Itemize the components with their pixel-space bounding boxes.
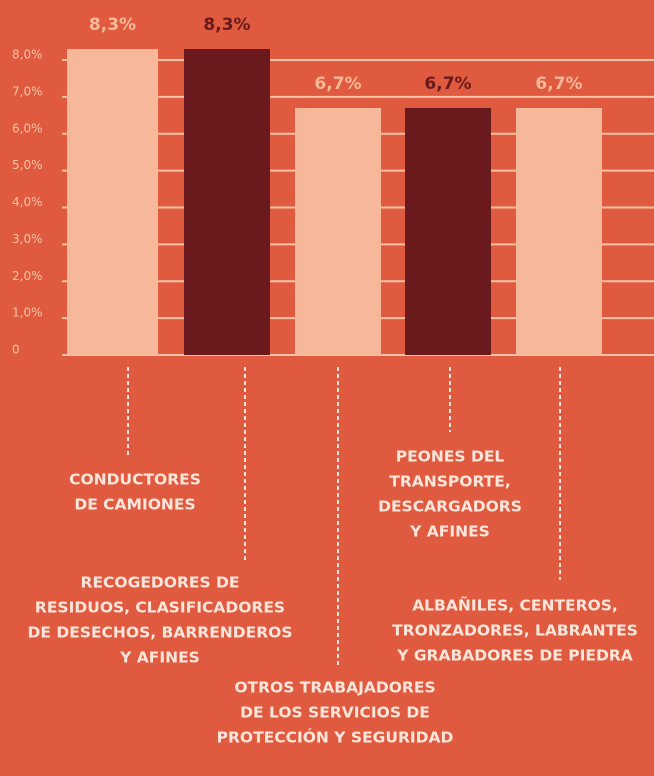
value-label: 6,7% — [424, 74, 471, 94]
y-tick-label: 2,0% — [12, 269, 43, 283]
category-label: RECOGEDORES DE — [81, 574, 240, 592]
y-tick-label: 3,0% — [12, 232, 43, 246]
bar — [405, 107, 491, 356]
bar — [295, 107, 381, 356]
category-label: TRANSPORTE, — [389, 473, 510, 491]
category-label: TRONZADORES, LABRANTES — [392, 622, 638, 640]
category-label: ALBAÑILES, CENTEROS, — [412, 596, 618, 615]
y-tick-label: 8,0% — [12, 48, 43, 62]
bar — [516, 107, 602, 356]
category-label: RESIDUOS, CLASIFICADORES — [35, 599, 285, 617]
y-tick-label: 5,0% — [12, 158, 43, 172]
bar — [184, 49, 270, 355]
y-tick-label: 6,0% — [12, 121, 43, 135]
category-label: PROTECCIÓN Y SEGURIDAD — [217, 728, 454, 747]
y-tick-label: 7,0% — [12, 84, 43, 98]
category-label: PEONES DEL — [396, 448, 505, 466]
category-label: DE CAMIONES — [74, 496, 195, 514]
category-label: DE LOS SERVICIOS DE — [240, 704, 430, 722]
category-label: DESCARGADORS — [378, 498, 522, 516]
value-label: 6,7% — [535, 74, 582, 94]
y-tick-label: 4,0% — [12, 195, 43, 209]
bar — [67, 49, 158, 355]
value-label: 8,3% — [203, 15, 250, 35]
category-label: OTROS TRABAJADORES — [234, 679, 435, 697]
category-label: Y AFINES — [409, 523, 490, 541]
category-label: Y AFINES — [119, 649, 200, 667]
category-label: Y GRABADORES DE PIEDRA — [396, 647, 633, 665]
y-tick-label: 1,0% — [12, 306, 43, 320]
value-label: 8,3% — [89, 15, 136, 35]
category-label: DE DESECHOS, BARRENDEROS — [28, 624, 293, 642]
category-label: CONDUCTORES — [69, 471, 201, 489]
y-tick-label: 0 — [12, 343, 20, 357]
value-label: 6,7% — [314, 74, 361, 94]
